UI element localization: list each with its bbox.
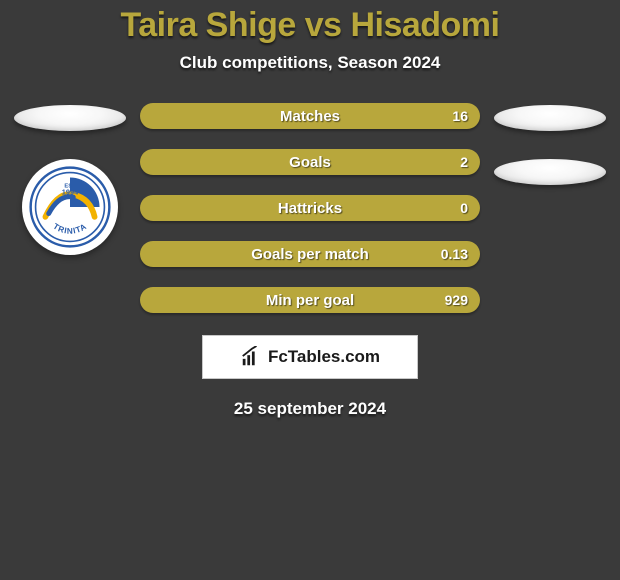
crest-year: 1994 bbox=[62, 188, 79, 197]
crest-svg: EST 1994 TRINITA bbox=[29, 166, 111, 248]
stat-value: 2 bbox=[460, 154, 468, 170]
stat-value: 929 bbox=[445, 292, 468, 308]
stat-bar-matches: Matches 16 bbox=[140, 103, 480, 129]
body-row: EST 1994 TRINITA Matches 16 Goals 2 Hatt… bbox=[0, 103, 620, 313]
stat-bar-goals: Goals 2 bbox=[140, 149, 480, 175]
stat-value: 0.13 bbox=[441, 246, 468, 262]
stat-label: Hattricks bbox=[278, 200, 342, 217]
date-text: 25 september 2024 bbox=[234, 399, 386, 419]
stat-bar-hattricks: Hattricks 0 bbox=[140, 195, 480, 221]
stat-label: Goals bbox=[289, 154, 331, 171]
stats-bars: Matches 16 Goals 2 Hattricks 0 Goals per… bbox=[140, 103, 480, 313]
page-title: Taira Shige vs Hisadomi bbox=[120, 6, 499, 45]
stat-label: Matches bbox=[280, 108, 340, 125]
chart-icon bbox=[240, 346, 262, 368]
left-column: EST 1994 TRINITA bbox=[10, 103, 130, 255]
brand-text: FcTables.com bbox=[268, 347, 380, 367]
stat-bar-goals-per-match: Goals per match 0.13 bbox=[140, 241, 480, 267]
player-ellipse-left bbox=[14, 105, 126, 131]
stat-value: 0 bbox=[460, 200, 468, 216]
infographic-container: Taira Shige vs Hisadomi Club competition… bbox=[0, 0, 620, 419]
stat-bar-min-per-goal: Min per goal 929 bbox=[140, 287, 480, 313]
brand-box[interactable]: FcTables.com bbox=[202, 335, 418, 379]
player-ellipse-right-2 bbox=[494, 159, 606, 185]
stat-label: Min per goal bbox=[266, 292, 354, 309]
stat-value: 16 bbox=[452, 108, 468, 124]
stat-label: Goals per match bbox=[251, 246, 369, 263]
team-crest: EST 1994 TRINITA bbox=[22, 159, 118, 255]
player-ellipse-right-1 bbox=[494, 105, 606, 131]
subtitle: Club competitions, Season 2024 bbox=[180, 53, 441, 73]
right-column bbox=[490, 103, 610, 185]
